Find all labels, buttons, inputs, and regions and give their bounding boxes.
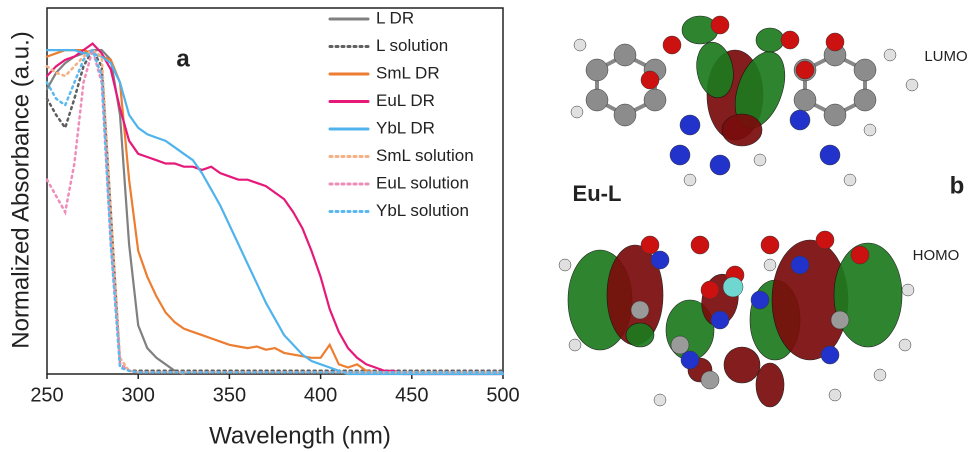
atom (793, 88, 817, 112)
atom (650, 250, 670, 270)
orbital-label: LUMO (924, 48, 967, 65)
orbital-lobe (755, 27, 785, 53)
atom (709, 154, 731, 176)
legend-label: L solution (376, 36, 448, 55)
atom (640, 235, 660, 255)
legend-label: SmL DR (376, 63, 440, 82)
atom (669, 144, 691, 166)
atom (901, 283, 915, 297)
atom (613, 103, 637, 127)
x-axis-label: Wavelength (nm) (209, 422, 391, 449)
atom (763, 258, 777, 272)
plot-frame (46, 7, 504, 375)
orbital-lobe (625, 322, 655, 348)
atom (873, 368, 887, 382)
atom (630, 300, 650, 320)
atom (760, 235, 780, 255)
molecule-label: Eu-L (573, 181, 622, 206)
series-line (45, 49, 505, 376)
atom (613, 43, 637, 67)
atom (883, 48, 897, 62)
atom (750, 290, 770, 310)
y-axis-label: Normalized Absorbance (a.u.) (7, 31, 34, 348)
x-tick-label: 300 (122, 384, 155, 406)
panel-label: b (950, 172, 965, 199)
orbital-lobe (723, 346, 761, 384)
atom (843, 173, 857, 187)
x-tick-label: 450 (395, 384, 428, 406)
orbital-lobe (833, 242, 903, 348)
atom (640, 70, 660, 90)
atom (823, 103, 847, 127)
atom (795, 60, 815, 80)
legend-label: SmL solution (376, 146, 474, 165)
atom (680, 350, 700, 370)
atom (853, 58, 877, 82)
x-tick-label: 250 (30, 384, 63, 406)
atom (558, 258, 572, 272)
molecule-illustration (558, 15, 919, 408)
orbital-label: HOMO (913, 247, 960, 264)
atom (780, 30, 800, 50)
atom (573, 38, 587, 52)
legend-label: EuL DR (376, 91, 435, 110)
atom (819, 144, 841, 166)
atom (643, 88, 667, 112)
atom (570, 105, 584, 119)
atom (670, 335, 690, 355)
atom (905, 78, 919, 92)
atom (789, 109, 811, 131)
x-tick-label: 350 (213, 384, 246, 406)
orbital-lobe (696, 41, 734, 99)
orbital-lobe (721, 113, 763, 147)
legend-label: EuL solution (376, 173, 469, 192)
atom (679, 114, 701, 136)
atom (653, 393, 667, 407)
atom (700, 280, 720, 300)
atom (825, 32, 845, 52)
atom (568, 338, 582, 352)
atom (710, 15, 730, 35)
atom (830, 310, 850, 330)
atom (683, 173, 697, 187)
atom (722, 276, 744, 298)
atom (585, 88, 609, 112)
series-line (45, 47, 505, 374)
atom (850, 245, 870, 265)
atom (710, 310, 730, 330)
atom (898, 338, 912, 352)
atom (790, 255, 810, 275)
orbital-lobe (755, 362, 785, 408)
atom (690, 235, 710, 255)
atom (853, 88, 877, 112)
atom (820, 345, 840, 365)
atom (585, 58, 609, 82)
atom (828, 388, 842, 402)
panel-label: a (176, 45, 190, 72)
x-tick-label: 500 (486, 384, 519, 406)
x-tick-label: 400 (304, 384, 337, 406)
atom (662, 35, 682, 55)
atom (700, 370, 720, 390)
atom (863, 123, 877, 137)
atom (815, 230, 835, 250)
atom (753, 153, 767, 167)
legend-label: L DR (376, 8, 414, 27)
legend-label: YbL solution (376, 201, 469, 220)
legend-label: YbL DR (376, 118, 435, 137)
